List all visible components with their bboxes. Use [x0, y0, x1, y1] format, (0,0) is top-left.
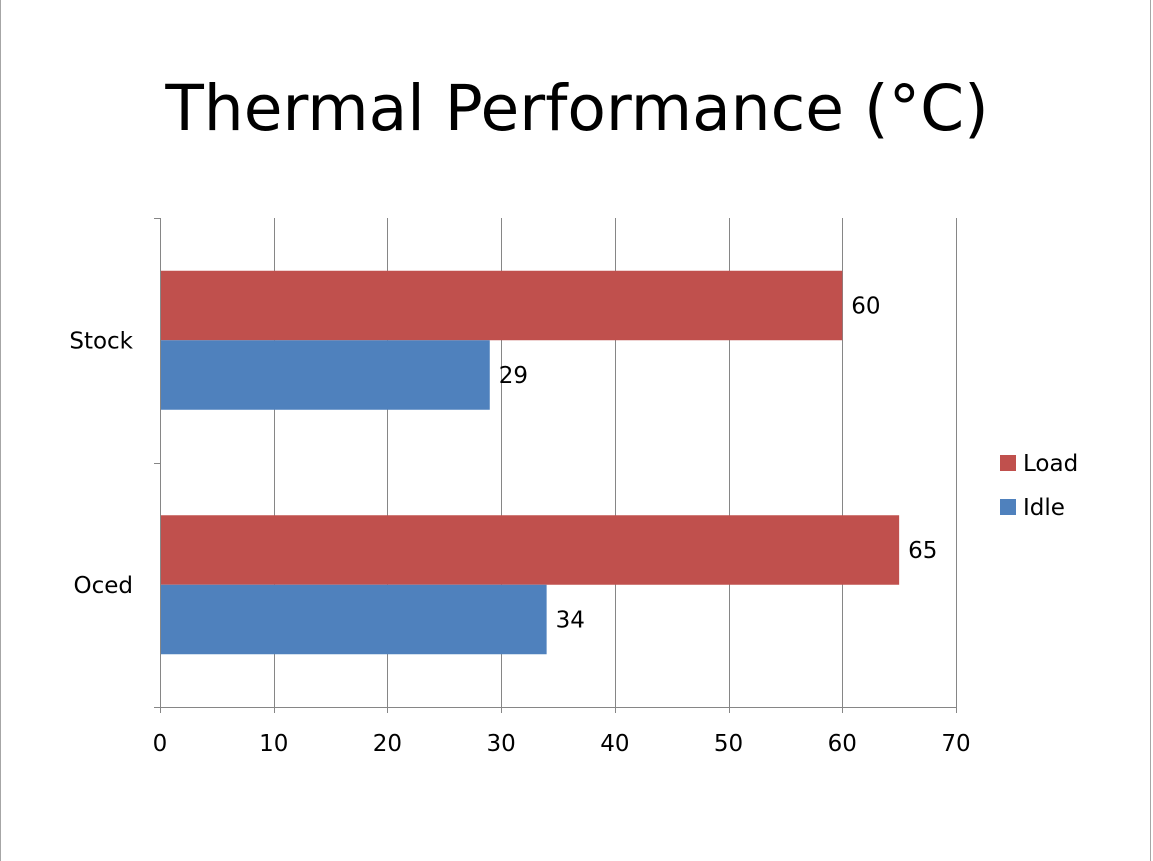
legend: Load Idle: [1000, 451, 1078, 521]
bars: [161, 270, 900, 655]
x-tick-label: 30: [487, 731, 516, 757]
legend-label: Load: [1023, 451, 1078, 477]
axes: 0 10 20 30 40 50 60 70 Stock Oced: [69, 218, 971, 757]
data-label: 65: [908, 538, 937, 564]
bar-idle: [161, 584, 547, 655]
legend-label: Idle: [1023, 495, 1065, 521]
x-tick-label: 60: [828, 731, 857, 757]
x-tick-label: 50: [714, 731, 743, 757]
x-tick-label: 10: [259, 731, 288, 757]
data-label: 34: [556, 608, 585, 634]
data-label: 60: [851, 294, 880, 320]
legend-swatch-load: [1000, 455, 1016, 471]
data-label: 29: [499, 363, 528, 389]
bar-load: [161, 515, 900, 585]
bar-load: [161, 270, 843, 341]
x-tick-label: 0: [153, 731, 168, 757]
x-tick-label: 40: [600, 731, 629, 757]
x-tick-label: 20: [373, 731, 402, 757]
data-labels: 60 29 65 34: [499, 294, 938, 634]
category-label: Oced: [74, 573, 134, 599]
legend-swatch-idle: [1000, 499, 1016, 515]
x-tick-label: 70: [941, 731, 970, 757]
bar-idle: [161, 340, 490, 410]
chart-title: Thermal Performance (°C): [164, 72, 988, 145]
category-label: Stock: [69, 328, 133, 354]
